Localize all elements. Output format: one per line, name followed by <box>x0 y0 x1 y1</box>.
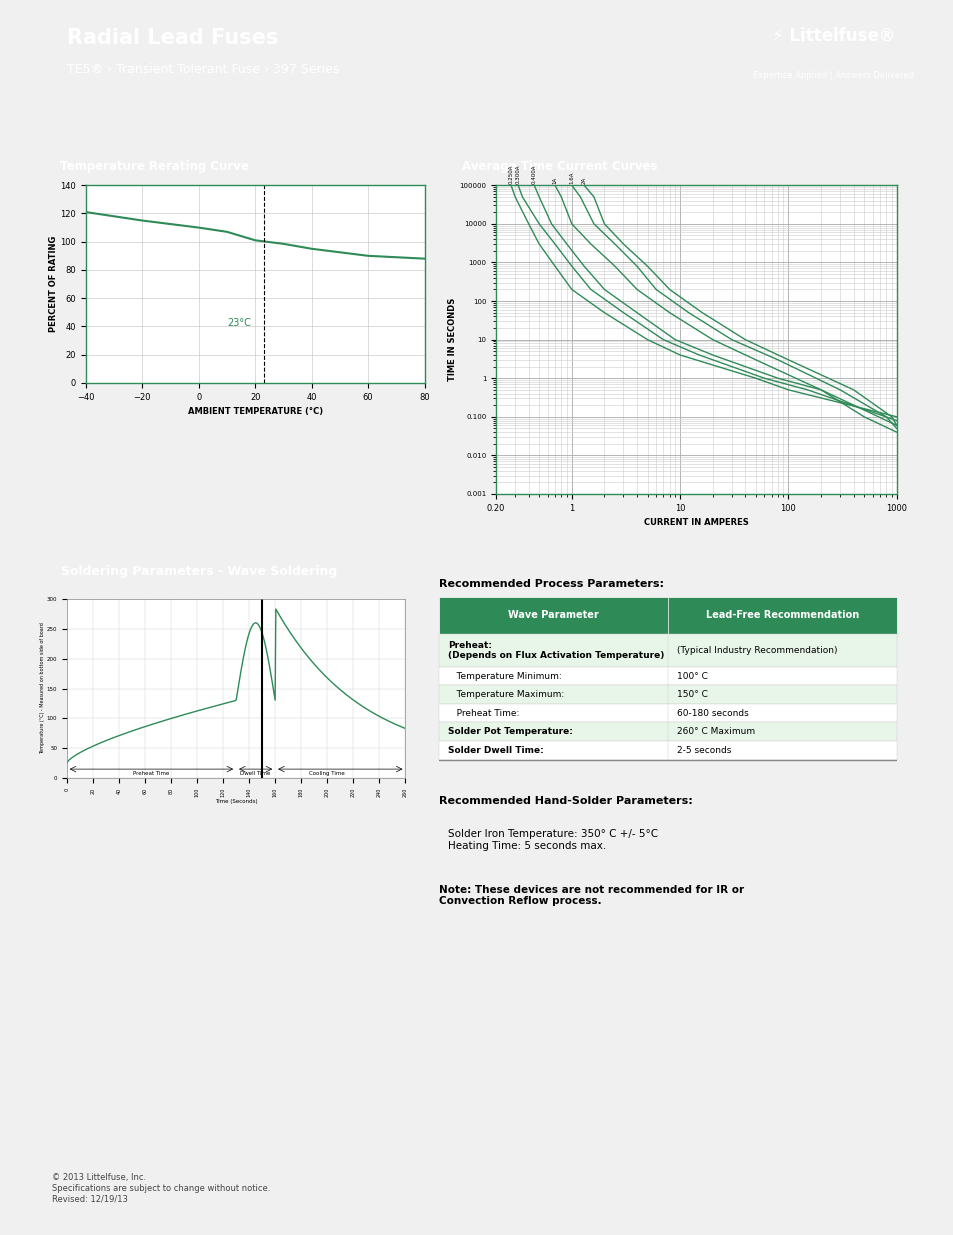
FancyBboxPatch shape <box>438 634 896 667</box>
Text: Soldering Parameters - Wave Soldering: Soldering Parameters - Wave Soldering <box>61 564 337 578</box>
Text: Lead-Free Recommendation: Lead-Free Recommendation <box>705 610 858 620</box>
FancyBboxPatch shape <box>438 741 896 760</box>
Text: Solder Dwell Time:: Solder Dwell Time: <box>448 746 543 755</box>
Text: 1.6A: 1.6A <box>569 172 574 184</box>
Text: Recommended Process Parameters:: Recommended Process Parameters: <box>438 579 663 589</box>
Text: 150° C: 150° C <box>677 690 707 699</box>
Text: Expertise Applied | Answers Delivered: Expertise Applied | Answers Delivered <box>753 72 913 80</box>
Text: Wave Parameter: Wave Parameter <box>507 610 598 620</box>
Text: TE5® › Transient Tolerant Fuse › 397 Series: TE5® › Transient Tolerant Fuse › 397 Ser… <box>67 63 339 75</box>
Text: Preheat:
(Depends on Flux Activation Temperature): Preheat: (Depends on Flux Activation Tem… <box>448 641 663 659</box>
Text: ⚡ Littelfuse®: ⚡ Littelfuse® <box>771 26 895 44</box>
Text: Temperature Minimum:: Temperature Minimum: <box>448 672 561 680</box>
Y-axis label: Temperature (°C) - Measured on bottom side of board: Temperature (°C) - Measured on bottom si… <box>40 622 45 755</box>
Text: 100° C: 100° C <box>677 672 707 680</box>
Text: Temperature Maximum:: Temperature Maximum: <box>448 690 563 699</box>
Text: Dwell Time: Dwell Time <box>240 771 271 776</box>
FancyBboxPatch shape <box>438 685 896 704</box>
Text: Average Time Current Curves: Average Time Current Curves <box>461 159 657 173</box>
Text: 60-180 seconds: 60-180 seconds <box>677 709 748 718</box>
Text: 0.300A: 0.300A <box>516 164 520 184</box>
Text: Temperature Rerating Curve: Temperature Rerating Curve <box>60 159 249 173</box>
Text: 0.250A: 0.250A <box>508 164 513 184</box>
Text: Preheat Time: Preheat Time <box>133 771 170 776</box>
FancyBboxPatch shape <box>438 667 896 685</box>
Text: 0.400A: 0.400A <box>531 164 537 184</box>
X-axis label: CURRENT IN AMPERES: CURRENT IN AMPERES <box>643 519 748 527</box>
Text: 1A: 1A <box>552 177 557 184</box>
Text: Preheat Time:: Preheat Time: <box>448 709 518 718</box>
X-axis label: Time (Seconds): Time (Seconds) <box>214 799 257 804</box>
Text: Radial Lead Fuses: Radial Lead Fuses <box>67 28 278 48</box>
Y-axis label: PERCENT OF RATING: PERCENT OF RATING <box>49 236 57 332</box>
Text: Solder Iron Temperature: 350° C +/- 5°C
Heating Time: 5 seconds max.: Solder Iron Temperature: 350° C +/- 5°C … <box>448 830 658 851</box>
X-axis label: AMBIENT TEMPERATURE (°C): AMBIENT TEMPERATURE (°C) <box>188 408 322 416</box>
Text: Solder Pot Temperature:: Solder Pot Temperature: <box>448 727 572 736</box>
Text: 2-5 seconds: 2-5 seconds <box>677 746 731 755</box>
Y-axis label: TIME IN SECONDS: TIME IN SECONDS <box>447 298 456 382</box>
Text: (Typical Industry Recommendation): (Typical Industry Recommendation) <box>677 646 837 655</box>
FancyBboxPatch shape <box>438 704 896 722</box>
Text: Note: These devices are not recommended for IR or
Convection Reflow process.: Note: These devices are not recommended … <box>438 884 743 906</box>
Text: Recommended Hand-Solder Parameters:: Recommended Hand-Solder Parameters: <box>438 797 692 806</box>
FancyBboxPatch shape <box>438 722 896 741</box>
Text: 2A: 2A <box>581 177 586 184</box>
Text: 260° C Maximum: 260° C Maximum <box>677 727 754 736</box>
Text: Cooling Time: Cooling Time <box>309 771 345 776</box>
FancyBboxPatch shape <box>438 597 896 634</box>
Text: 23°C: 23°C <box>227 319 251 329</box>
Text: © 2013 Littelfuse, Inc.
Specifications are subject to change without notice.
Rev: © 2013 Littelfuse, Inc. Specifications a… <box>52 1173 271 1203</box>
